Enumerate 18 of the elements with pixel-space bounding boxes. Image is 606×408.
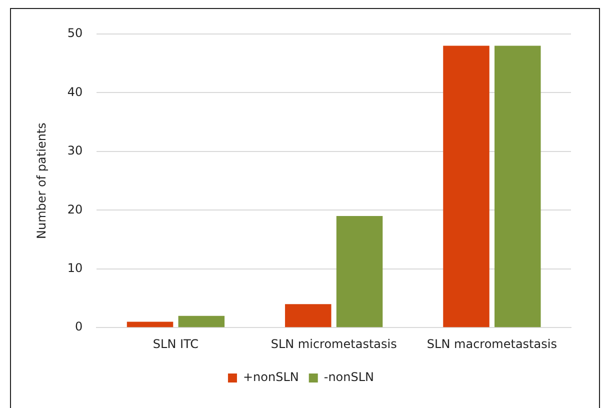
x-tick-label: SLN ITC bbox=[152, 336, 199, 351]
bar bbox=[443, 46, 490, 328]
bar bbox=[285, 304, 332, 328]
legend-label: -nonSLN bbox=[324, 370, 374, 384]
y-tick-label: 50 bbox=[67, 26, 83, 40]
bar bbox=[178, 316, 225, 328]
y-tick-label: 40 bbox=[67, 84, 83, 99]
x-tick-label: SLN micrometastasis bbox=[270, 336, 397, 351]
legend-label: +nonSLN bbox=[242, 370, 299, 384]
bar bbox=[126, 322, 174, 328]
y-tick-label: 30 bbox=[67, 144, 83, 158]
bar bbox=[336, 216, 383, 328]
bar bbox=[494, 46, 541, 328]
y-tick-label: 10 bbox=[67, 261, 83, 276]
y-tick-label: 0 bbox=[75, 320, 83, 334]
x-tick-label: SLN macrometastasis bbox=[426, 336, 557, 351]
y-axis-title: Number of patients bbox=[34, 122, 48, 239]
y-tick-label: 20 bbox=[67, 202, 83, 216]
